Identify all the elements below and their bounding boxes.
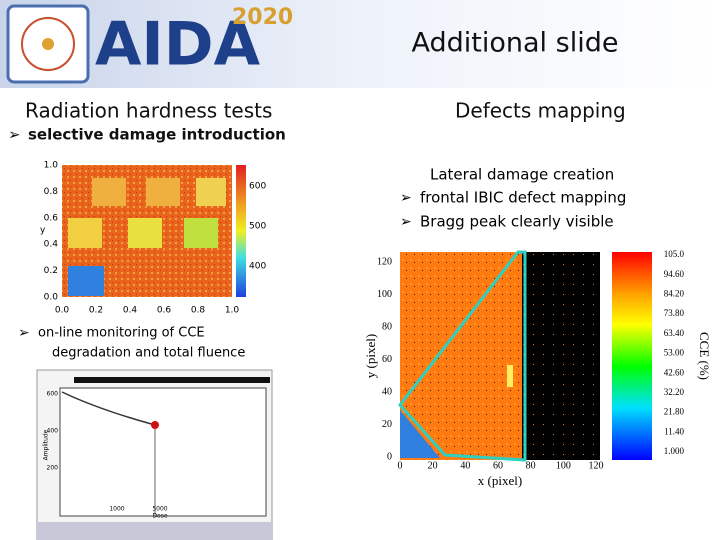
- y-tick-label: 120: [377, 256, 392, 267]
- bullet-arrow: ➢: [400, 214, 412, 230]
- logo-core: [42, 38, 54, 50]
- colorbar-label: 42.60: [664, 367, 685, 377]
- monitor-plot: [59, 387, 267, 517]
- x-tick-label: 0.0: [55, 306, 70, 316]
- y-axis-label: y (pixel): [363, 334, 378, 378]
- y-tick-label: 60: [382, 354, 392, 365]
- damage-square: [128, 218, 162, 248]
- bullet: on-line monitoring of CCE: [38, 326, 205, 341]
- y-tick-label: 1.0: [44, 161, 59, 171]
- damage-region: [400, 410, 440, 458]
- left-heading: Radiation hardness tests: [25, 99, 272, 123]
- damage-square: [68, 266, 104, 296]
- damage-square: [184, 218, 218, 248]
- damage-square: [146, 178, 180, 206]
- x-axis-label: Dose: [152, 513, 167, 520]
- x-tick-label: 1000: [109, 506, 124, 513]
- cce-curve: [61, 391, 156, 426]
- colorbar: [236, 165, 246, 297]
- colorbar-title: CCE (%): [697, 332, 712, 380]
- right-heading: Defects mapping: [455, 99, 626, 123]
- x-tick-label: 5000: [152, 506, 167, 513]
- bullet-arrow: ➢: [400, 190, 412, 206]
- bullet: selective damage introduction: [28, 126, 286, 144]
- x-tick-label: 20: [428, 460, 438, 471]
- colorbar-label: 500: [249, 222, 266, 232]
- bragg-peak: [507, 365, 513, 387]
- x-tick-label: 60: [493, 460, 503, 471]
- heatmap-dark: [522, 252, 600, 460]
- y-tick-label: 0.0: [44, 293, 59, 303]
- x-tick-label: 0.4: [123, 306, 138, 316]
- x-tick-label: 0.2: [89, 306, 103, 316]
- damage-square: [92, 178, 126, 206]
- subheading: Lateral damage creation: [430, 166, 614, 184]
- progress-bar: [74, 377, 270, 383]
- y-axis-label: Amplitude: [43, 429, 50, 460]
- y-tick-label: 0.6: [44, 213, 59, 223]
- y-tick-label: 0.8: [44, 187, 59, 197]
- colorbar-label: 94.60: [664, 269, 685, 279]
- damage-edge: [398, 250, 527, 462]
- current-point: [151, 421, 159, 429]
- y-tick-label: 0: [387, 451, 392, 462]
- x-tick-label: 0.6: [157, 306, 172, 316]
- y-tick-label: 0.2: [44, 266, 58, 276]
- y-tick-label: 100: [377, 289, 392, 300]
- y-tick-label: 400: [47, 428, 59, 435]
- logo-text: AIDA: [95, 10, 261, 80]
- bullet: frontal IBIC defect mapping: [420, 189, 626, 207]
- colorbar-label: 84.20: [664, 288, 685, 298]
- x-tick-label: 80: [526, 460, 536, 471]
- x-axis-label: x (pixel): [478, 473, 522, 488]
- slide-title: Additional slide: [412, 28, 619, 59]
- colorbar-label: 21.80: [664, 407, 685, 417]
- x-tick-label: 0.8: [191, 306, 206, 316]
- y-tick-label: 40: [382, 386, 392, 397]
- bullet-arrow: ➢: [8, 126, 21, 144]
- status-table: [37, 522, 272, 540]
- x-tick-label: 120: [589, 460, 604, 471]
- y-tick-label: 0.4: [44, 240, 59, 250]
- colorbar-label: 400: [249, 262, 266, 272]
- y-tick-label: 20: [382, 419, 392, 430]
- header-band: [0, 0, 720, 88]
- y-tick-label: 600: [47, 391, 59, 398]
- colorbar-label: 1.000: [664, 446, 685, 456]
- logo-ring: [21, 17, 75, 71]
- damage-square: [196, 178, 226, 206]
- colorbar-label: 32.20: [664, 387, 685, 397]
- x-tick-label: 1.0: [225, 306, 240, 316]
- y-axis-label: y: [40, 226, 46, 236]
- x-tick-label: 100: [556, 460, 571, 471]
- logo-year: 2020: [232, 5, 293, 30]
- heatmap: [400, 252, 522, 460]
- colorbar: [612, 252, 652, 460]
- colorbar-label: 600: [249, 182, 266, 192]
- y-tick-label: 80: [382, 321, 392, 332]
- colorbar-label: 63.40: [664, 328, 685, 338]
- colorbar-label: 53.00: [664, 348, 685, 358]
- bullet: Bragg peak clearly visible: [420, 213, 614, 231]
- colorbar-label: 105.0: [664, 249, 685, 259]
- colorbar-label: 11.40: [664, 426, 684, 436]
- damage-square: [68, 218, 102, 248]
- bullet: degradation and total fluence: [52, 346, 245, 361]
- x-tick-label: 0: [398, 460, 403, 471]
- bullet-arrow: ➢: [18, 325, 30, 341]
- colorbar-label: 73.80: [664, 308, 685, 318]
- x-tick-label: 40: [460, 460, 470, 471]
- y-tick-label: 200: [47, 465, 59, 472]
